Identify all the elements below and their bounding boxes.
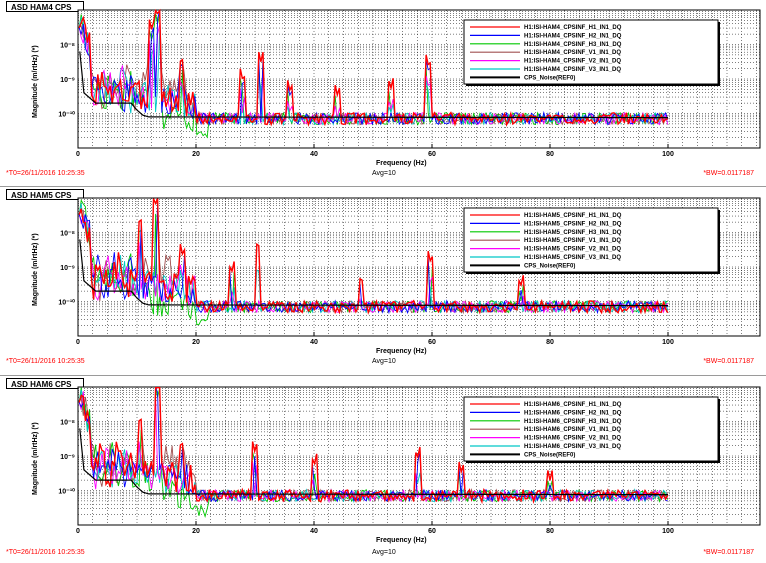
- legend-label: H1:ISI-HAM6_CPSINF_H2_IN1_DQ: [524, 410, 622, 416]
- legend-label: H1:ISI-HAM6_CPSINF_V2_IN1_DQ: [524, 436, 621, 442]
- legend-label: H1:ISI-HAM4_CPSINF_H3_IN1_DQ: [524, 42, 622, 48]
- legend-label: H1:ISI-HAM4_CPSINF_H2_IN1_DQ: [524, 33, 622, 39]
- series-line-reference: [79, 51, 669, 119]
- y-tick-label: 10⁻¹⁰: [58, 488, 75, 496]
- x-tick-label: 0: [76, 339, 80, 346]
- legend-label: H1:ISI-HAM6_CPSINF_H3_IN1_DQ: [524, 419, 622, 425]
- x-tick-label: 100: [662, 151, 674, 158]
- plot-area[interactable]: 0 20 40 60 80 100 10⁻⁸ 10⁻⁹ 10⁻¹⁰ H1:ISI-HAM6_CPS…: [0, 377, 766, 563]
- x-tick-label: 100: [662, 528, 674, 535]
- x-tick-label: 80: [546, 528, 554, 535]
- x-axis-label: Frequency (Hz): [376, 348, 427, 355]
- legend-label: CPS_Noise(REF0): [524, 75, 575, 81]
- x-tick-label: 0: [76, 151, 80, 158]
- y-tick-label: 10⁻⁸: [60, 420, 75, 427]
- legend-label: CPS_Noise(REF0): [524, 452, 575, 458]
- footer-bw: *BW=0.0117187: [703, 358, 754, 365]
- plot-area[interactable]: 0 20 40 60 80 100 10⁻⁸ 10⁻⁹ 10⁻¹⁰ H1:ISI-HAM5_CPS…: [0, 188, 766, 374]
- x-tick-label: 20: [192, 151, 200, 158]
- y-tick-label: 10⁻⁹: [60, 265, 75, 272]
- series-line: [78, 386, 669, 505]
- legend-label: H1:ISI-HAM6_CPSINF_H1_IN1_DQ: [524, 402, 622, 408]
- y-tick-label: 10⁻⁸: [60, 43, 75, 50]
- x-tick-label: 80: [546, 151, 554, 158]
- x-axis-label: Frequency (Hz): [376, 160, 427, 167]
- panel-divider: [0, 375, 766, 376]
- legend-label: H1:ISI-HAM6_CPSINF_V1_IN1_DQ: [524, 427, 621, 433]
- legend-label: H1:ISI-HAM4_CPSINF_H1_IN1_DQ: [524, 25, 622, 31]
- legend-label: H1:ISI-HAM4_CPSINF_V1_IN1_DQ: [524, 50, 621, 56]
- legend-label: H1:ISI-HAM5_CPSINF_V1_IN1_DQ: [524, 238, 621, 244]
- y-tick-label: 10⁻¹⁰: [58, 111, 75, 119]
- footer-bw: *BW=0.0117187: [703, 549, 754, 556]
- x-tick-label: 20: [192, 528, 200, 535]
- y-axis-label: Magnitude (m/rtHz) (*): [32, 422, 39, 495]
- y-tick-label: 10⁻⁸: [60, 231, 75, 238]
- y-tick-label: 10⁻⁹: [60, 454, 75, 461]
- footer-avg: Avg=10: [372, 549, 396, 556]
- x-tick-label: 60: [428, 339, 436, 346]
- plot-area[interactable]: 0 20 40 60 80 100 10⁻⁸ 10⁻⁹ 10⁻¹⁰ H1:ISI-HAM4_CPS…: [0, 0, 766, 186]
- x-tick-label: 0: [76, 528, 80, 535]
- legend-label: CPS_Noise(REF0): [524, 263, 575, 269]
- legend-label: H1:ISI-HAM5_CPSINF_H3_IN1_DQ: [524, 230, 622, 236]
- legend-label: H1:ISI-HAM6_CPSINF_V3_IN1_DQ: [524, 444, 621, 450]
- series-line-reference: [79, 428, 669, 496]
- chart-panel-ham4: ASD HAM4 CPS 0 20 40 60 80 100 10⁻⁸ 10⁻⁹ 10⁻¹⁰ H1…: [0, 0, 766, 186]
- x-tick-label: 40: [310, 339, 318, 346]
- legend-label: H1:ISI-HAM5_CPSINF_H1_IN1_DQ: [524, 213, 622, 219]
- x-tick-label: 80: [546, 339, 554, 346]
- chart-panel-ham6: ASD HAM6 CPS 0 20 40 60 80 100 10⁻⁸ 10⁻⁹ 10⁻¹⁰ H1…: [0, 377, 766, 563]
- legend-label: H1:ISI-HAM5_CPSINF_V3_IN1_DQ: [524, 255, 621, 261]
- panel-divider: [0, 186, 766, 187]
- footer-bw: *BW=0.0117187: [703, 170, 754, 177]
- footer-t0: *T0=26/11/2016 10:25:35: [6, 358, 85, 365]
- y-tick-label: 10⁻¹⁰: [58, 299, 75, 307]
- series-line: [78, 198, 669, 315]
- footer-avg: Avg=10: [372, 358, 396, 365]
- x-axis-label: Frequency (Hz): [376, 537, 427, 544]
- footer-t0: *T0=26/11/2016 10:25:35: [6, 170, 85, 177]
- footer-avg: Avg=10: [372, 170, 396, 177]
- chart-title: ASD HAM5 CPS: [6, 189, 84, 200]
- x-tick-label: 100: [662, 339, 674, 346]
- legend-label: H1:ISI-HAM4_CPSINF_V3_IN1_DQ: [524, 67, 621, 73]
- chart-panel-ham5: ASD HAM5 CPS 0 20 40 60 80 100 10⁻⁸ 10⁻⁹ 10⁻¹⁰ H1…: [0, 188, 766, 374]
- series-line: [78, 8, 668, 127]
- x-tick-label: 60: [428, 151, 436, 158]
- x-tick-label: 60: [428, 528, 436, 535]
- y-axis-label: Magnitude (m/rtHz) (*): [32, 233, 39, 306]
- footer-t0: *T0=26/11/2016 10:25:35: [6, 549, 85, 556]
- legend-label: H1:ISI-HAM5_CPSINF_H2_IN1_DQ: [524, 221, 622, 227]
- y-axis-label: Magnitude (m/rtHz) (*): [32, 45, 39, 118]
- series-line-reference: [79, 239, 669, 307]
- y-tick-label: 10⁻⁹: [60, 77, 75, 84]
- x-tick-label: 40: [310, 151, 318, 158]
- legend-label: H1:ISI-HAM5_CPSINF_V2_IN1_DQ: [524, 247, 621, 253]
- chart-title: ASD HAM6 CPS: [6, 378, 84, 389]
- x-tick-label: 20: [192, 339, 200, 346]
- chart-title: ASD HAM4 CPS: [6, 1, 84, 12]
- legend-label: H1:ISI-HAM4_CPSINF_V2_IN1_DQ: [524, 59, 621, 65]
- x-tick-label: 40: [310, 528, 318, 535]
